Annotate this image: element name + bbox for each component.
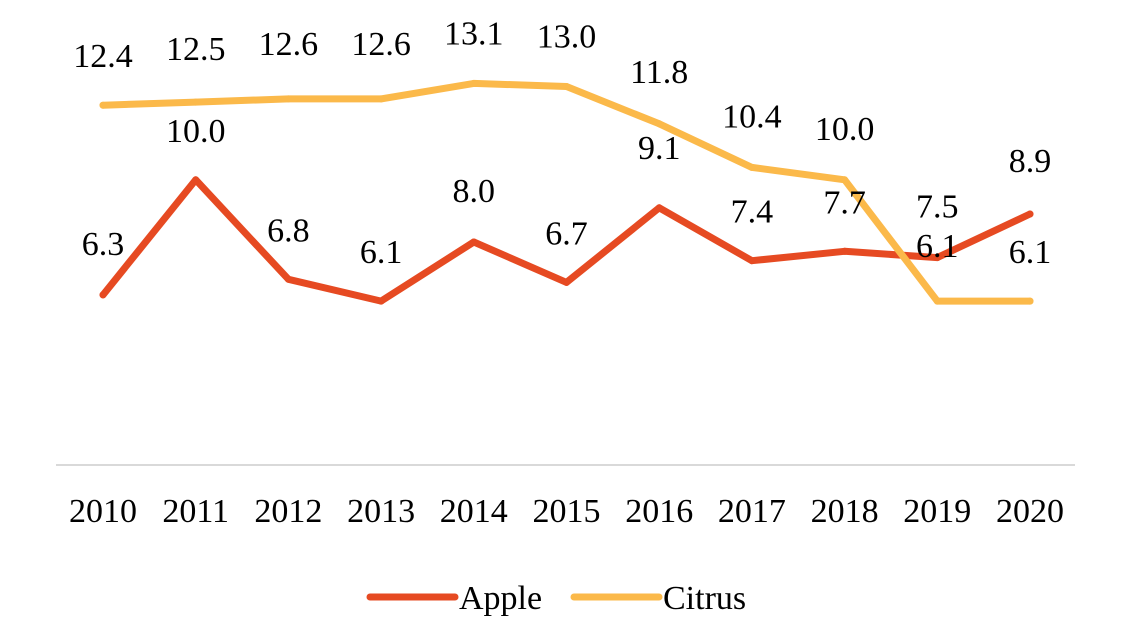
data-point-apple-2020 (1026, 210, 1034, 218)
data-label-citrus-2010: 12.4 (73, 38, 133, 75)
data-label-apple-2016: 9.1 (638, 130, 681, 167)
data-label-layer: 6.3 10.0 6.8 6.1 8.0 6.7 9.1 7.4 7.7 7.5 8.9 12.4 12… (73, 15, 1051, 271)
data-label-apple-2014: 8.0 (453, 173, 496, 210)
data-label-citrus-2013: 12.6 (351, 26, 411, 63)
data-point-apple-2019 (933, 254, 941, 262)
x-tick-label-2018: 2018 (811, 493, 879, 530)
data-label-citrus-2014: 13.1 (444, 15, 504, 52)
x-tick-label-2013: 2013 (347, 493, 415, 530)
x-tick-label-2011: 2011 (162, 493, 229, 530)
x-tick-label-2017: 2017 (718, 493, 786, 530)
data-point-citrus-2011 (192, 98, 200, 106)
x-tick-label-2020: 2020 (996, 493, 1064, 530)
x-tick-label-layer: 2010 2011 2012 2013 2014 2015 2016 2017 2018 2019… (69, 493, 1064, 530)
data-label-citrus-2011: 12.5 (166, 31, 226, 68)
data-point-apple-2017 (748, 257, 756, 265)
x-tick-label-2019: 2019 (903, 493, 971, 530)
x-tick-label-2012: 2012 (254, 493, 322, 530)
series-line-citrus (99, 79, 1034, 305)
data-point-citrus-2014 (470, 79, 478, 87)
data-label-apple-2010: 6.3 (82, 226, 125, 263)
data-label-citrus-2020: 6.1 (1009, 234, 1052, 271)
data-point-apple-2013 (377, 297, 385, 305)
series-layer (99, 79, 1034, 305)
data-label-apple-2017: 7.4 (731, 194, 774, 231)
data-point-citrus-2019 (933, 297, 941, 305)
data-point-citrus-2016 (655, 120, 663, 128)
data-point-apple-2014 (470, 238, 478, 246)
data-point-apple-2010 (99, 291, 107, 299)
data-point-citrus-2010 (99, 101, 107, 109)
data-point-citrus-2015 (563, 83, 570, 90)
x-tick-label-2010: 2010 (69, 493, 137, 530)
data-label-citrus-2012: 12.6 (259, 26, 319, 63)
data-point-citrus-2020 (1026, 297, 1034, 305)
data-point-citrus-2017 (748, 163, 756, 171)
x-tick-label-2016: 2016 (625, 493, 693, 530)
x-tick-label-2015: 2015 (533, 493, 601, 530)
data-label-apple-2013: 6.1 (360, 234, 403, 271)
data-point-apple-2012 (284, 275, 292, 283)
data-point-apple-2015 (563, 278, 570, 286)
data-label-apple-2015: 6.7 (545, 215, 588, 252)
legend: Apple Citrus (366, 580, 746, 617)
data-label-apple-2012: 6.8 (267, 212, 310, 249)
data-point-apple-2016 (655, 204, 663, 212)
legend-label-apple: Apple (459, 580, 542, 617)
data-point-citrus-2018 (841, 176, 849, 184)
data-point-apple-2011 (192, 176, 200, 184)
data-label-citrus-2015: 13.0 (537, 19, 597, 56)
data-label-apple-2018: 7.7 (823, 184, 866, 221)
data-label-citrus-2018: 10.0 (815, 111, 875, 148)
data-label-apple-2019: 7.5 (916, 189, 959, 226)
data-point-citrus-2012 (284, 95, 292, 103)
data-point-citrus-2013 (377, 95, 385, 103)
legend-label-citrus: Citrus (663, 580, 746, 617)
data-label-apple-2011: 10.0 (166, 113, 226, 150)
data-point-apple-2018 (841, 247, 849, 255)
data-label-citrus-2017: 10.4 (722, 98, 782, 135)
legend-item-apple: Apple (366, 580, 542, 617)
legend-item-citrus: Citrus (570, 580, 746, 617)
data-label-citrus-2019: 6.1 (916, 228, 959, 265)
x-tick-label-2014: 2014 (440, 493, 508, 530)
data-label-apple-2020: 8.9 (1009, 143, 1052, 180)
data-label-citrus-2016: 11.8 (630, 54, 688, 91)
